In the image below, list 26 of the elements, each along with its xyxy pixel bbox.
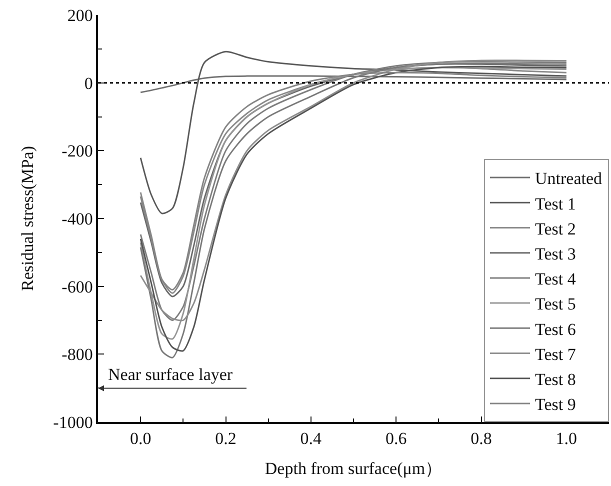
- y-tick-label: 200: [67, 6, 93, 25]
- annotation: Near surface layer: [108, 365, 233, 384]
- legend-label: Test 2: [535, 219, 576, 238]
- legend-label: Test 4: [535, 270, 576, 289]
- legend-label: Test 5: [535, 294, 576, 314]
- x-tick-label: 0.2: [215, 429, 236, 448]
- y-tick-label: 0: [84, 74, 93, 93]
- x-tick-label: 0.4: [300, 429, 322, 448]
- y-tick-label: -200: [62, 142, 93, 161]
- x-tick-label: 1.0: [556, 429, 578, 448]
- y-tick-label: -800: [62, 345, 93, 364]
- y-axis-title: Residual stress(MPa): [18, 146, 38, 291]
- legend-label: Untreated: [535, 169, 603, 188]
- legend-label: Test 7: [535, 344, 576, 364]
- x-axis-title: Depth from surface(μm）: [264, 459, 442, 478]
- y-tick-label: -1000: [53, 412, 93, 432]
- legend-label: Test 1: [535, 194, 576, 214]
- legend-label: Test 8: [535, 370, 576, 389]
- y-tick-label: -400: [62, 209, 93, 228]
- legend-label: Test 9: [535, 395, 576, 414]
- x-tick-label: 0.6: [385, 429, 407, 448]
- legend-label: Test 6: [535, 320, 576, 339]
- x-tick-label: 0.0: [130, 429, 152, 448]
- x-tick-label: 0.8: [470, 429, 492, 448]
- y-tick-label: -600: [62, 277, 93, 296]
- legend-label: Test 3: [535, 244, 576, 264]
